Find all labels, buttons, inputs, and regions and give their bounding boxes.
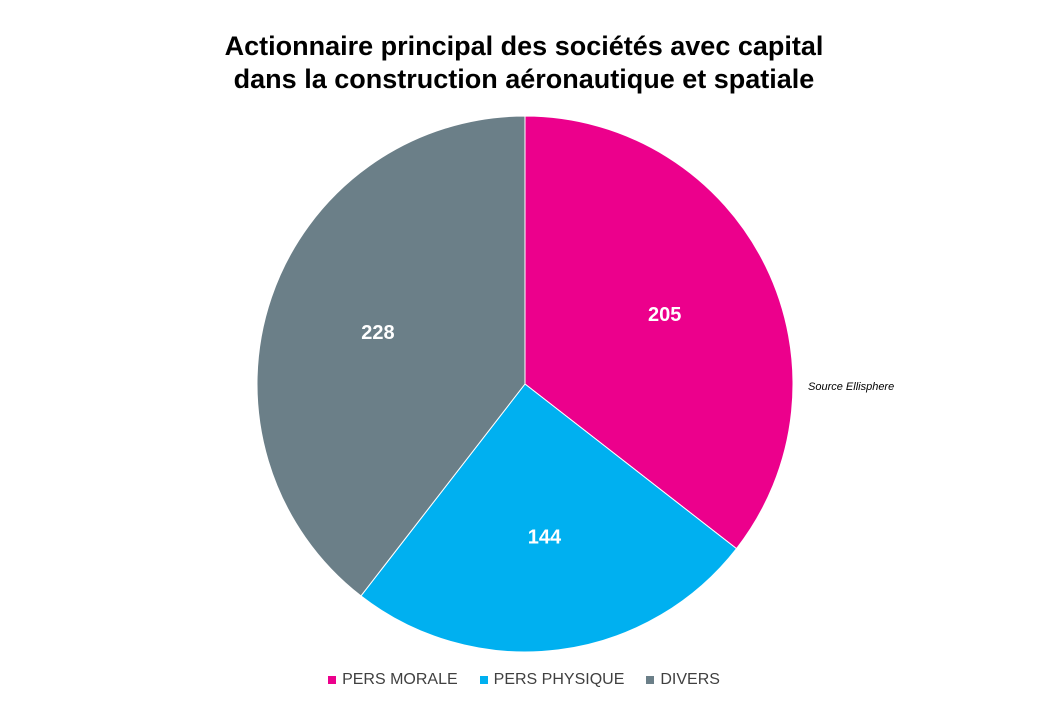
data-label-divers: 228 <box>361 322 394 344</box>
legend-item-pers-morale: PERS MORALE <box>328 671 458 689</box>
legend-label-divers: DIVERS <box>660 671 720 688</box>
pie-slice-pers-morale <box>524 115 794 550</box>
legend-item-divers: DIVERS <box>646 671 720 689</box>
legend-swatch-pers-morale <box>328 676 337 684</box>
data-label-pers-physique: 144 <box>528 527 562 549</box>
chart-title: Actionnaire principal des sociétés avec … <box>0 30 1048 96</box>
legend-label-pers-physique: PERS PHYSIQUE <box>493 671 625 688</box>
legend-item-pers-physique: PERS PHYSIQUE <box>479 671 625 689</box>
pie-slice-pers-physique <box>360 383 738 653</box>
legend-label-pers-morale: PERS MORALE <box>342 671 458 688</box>
source-annotation: Source Ellisphere <box>808 381 895 393</box>
legend-swatch-pers-physique <box>479 676 488 684</box>
legend: PERS MORALE PERS PHYSIQUE DIVERS <box>0 671 1048 689</box>
pie-slice-divers <box>256 115 526 597</box>
legend-swatch-divers <box>646 676 655 684</box>
chart-title-line-1: Actionnaire principal des sociétés avec … <box>224 31 824 61</box>
chart-title-line-2: dans la construction aéronautique et spa… <box>233 64 815 94</box>
data-label-pers-morale: 205 <box>648 304 681 326</box>
